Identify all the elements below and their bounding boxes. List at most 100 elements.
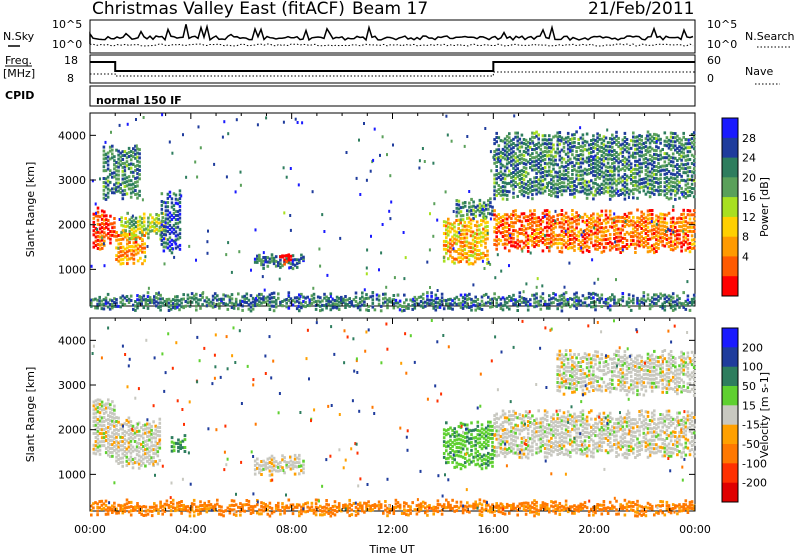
heatmap-cell xyxy=(461,455,465,459)
heatmap-cell xyxy=(482,428,486,432)
heatmap-cell xyxy=(262,256,265,259)
heatmap-cell xyxy=(298,464,301,468)
heatmap-cell xyxy=(170,201,174,205)
heatmap-cell xyxy=(495,140,498,144)
heatmap-cell xyxy=(201,303,204,307)
heatmap-cell xyxy=(623,140,627,144)
heatmap-cell xyxy=(690,141,694,145)
heatmap-cell xyxy=(581,169,585,173)
heatmap-cell xyxy=(554,440,557,444)
heatmap-cell xyxy=(524,150,528,154)
heatmap-cell xyxy=(661,302,664,306)
heatmap-cell xyxy=(495,450,498,454)
heatmap-cell xyxy=(539,437,543,441)
heatmap-cell xyxy=(684,240,688,244)
heatmap-cell xyxy=(566,163,570,167)
scatter-cell xyxy=(669,228,672,232)
heatmap-cell xyxy=(113,221,116,225)
heatmap-cell xyxy=(96,218,100,222)
heatmap-cell xyxy=(102,188,106,192)
heatmap-cell xyxy=(514,303,517,307)
heatmap-cell xyxy=(449,451,452,455)
heatmap-cell xyxy=(178,232,182,236)
heatmap-cell xyxy=(478,240,481,244)
heatmap-cell xyxy=(522,190,526,194)
heatmap-cell xyxy=(497,176,501,179)
heatmap-cell xyxy=(447,452,450,456)
heatmap-cell xyxy=(489,298,492,302)
heatmap-cell xyxy=(493,213,496,217)
heatmap-cell xyxy=(499,139,503,143)
heatmap-cell xyxy=(102,416,106,419)
heatmap-cell xyxy=(569,238,572,241)
heatmap-cell xyxy=(682,239,685,243)
heatmap-cell xyxy=(524,243,528,247)
heatmap-cell xyxy=(487,440,490,444)
heatmap-cell xyxy=(113,175,116,179)
heatmap-cell xyxy=(136,155,139,159)
heatmap-cell xyxy=(682,131,685,135)
heatmap-cell xyxy=(684,171,688,175)
heatmap-cell xyxy=(665,238,669,241)
heatmap-cell xyxy=(684,236,688,240)
heatmap-cell xyxy=(508,307,511,311)
heatmap-cell xyxy=(176,217,180,221)
heatmap-cell xyxy=(611,217,614,221)
heatmap-cell xyxy=(335,302,339,306)
heatmap-cell xyxy=(611,145,614,149)
heatmap-cell xyxy=(159,304,162,308)
scatter-cell xyxy=(624,220,627,223)
heatmap-cell xyxy=(463,201,467,204)
heatmap-cell xyxy=(682,220,685,224)
scatter-cell xyxy=(379,153,381,157)
heatmap-cell xyxy=(680,225,683,229)
heatmap-cell xyxy=(684,220,688,224)
heatmap-cell xyxy=(138,231,142,235)
heatmap-cell xyxy=(192,294,196,298)
heatmap-cell xyxy=(592,169,595,173)
heatmap-cell xyxy=(659,236,662,240)
heatmap-cell xyxy=(457,235,460,239)
heatmap-cell xyxy=(611,190,614,194)
heatmap-cell xyxy=(103,239,106,243)
heatmap-cell xyxy=(611,225,614,229)
heatmap-cell xyxy=(471,250,475,254)
heatmap-cell xyxy=(665,225,669,229)
heatmap-cell xyxy=(455,242,458,246)
heatmap-cell xyxy=(600,137,604,141)
heatmap-cell xyxy=(117,462,120,465)
heatmap-cell xyxy=(634,234,637,238)
heatmap-cell xyxy=(548,189,551,192)
heatmap-cell xyxy=(125,184,129,188)
heatmap-cell xyxy=(285,257,288,261)
heatmap-cell xyxy=(575,299,578,303)
scatter-cell xyxy=(442,256,445,260)
heatmap-cell xyxy=(130,252,133,256)
heatmap-cell xyxy=(388,300,391,304)
heatmap-cell xyxy=(524,426,528,430)
heatmap-cell xyxy=(579,190,583,194)
heatmap-cell xyxy=(90,298,93,302)
heatmap-cell xyxy=(585,168,589,172)
heatmap-cell xyxy=(158,417,162,421)
heatmap-cell xyxy=(680,186,683,190)
heatmap-cell xyxy=(531,453,534,457)
heatmap-cell xyxy=(642,145,646,149)
heatmap-cell xyxy=(289,301,293,305)
heatmap-cell xyxy=(655,230,658,234)
heatmap-cell xyxy=(619,247,622,251)
heatmap-cell xyxy=(150,298,154,302)
heatmap-cell xyxy=(552,183,555,187)
heatmap-cell xyxy=(510,151,513,155)
heatmap-cell xyxy=(552,242,555,246)
heatmap-cell xyxy=(119,163,122,167)
heatmap-cell xyxy=(463,255,467,259)
heatmap-cell xyxy=(113,416,116,420)
heatmap-cell xyxy=(644,145,648,149)
scatter-cell xyxy=(113,163,116,167)
heatmap-cell xyxy=(237,303,240,307)
heatmap-cell xyxy=(663,143,667,147)
heatmap-cell xyxy=(119,246,123,250)
heatmap-cell xyxy=(471,238,475,242)
